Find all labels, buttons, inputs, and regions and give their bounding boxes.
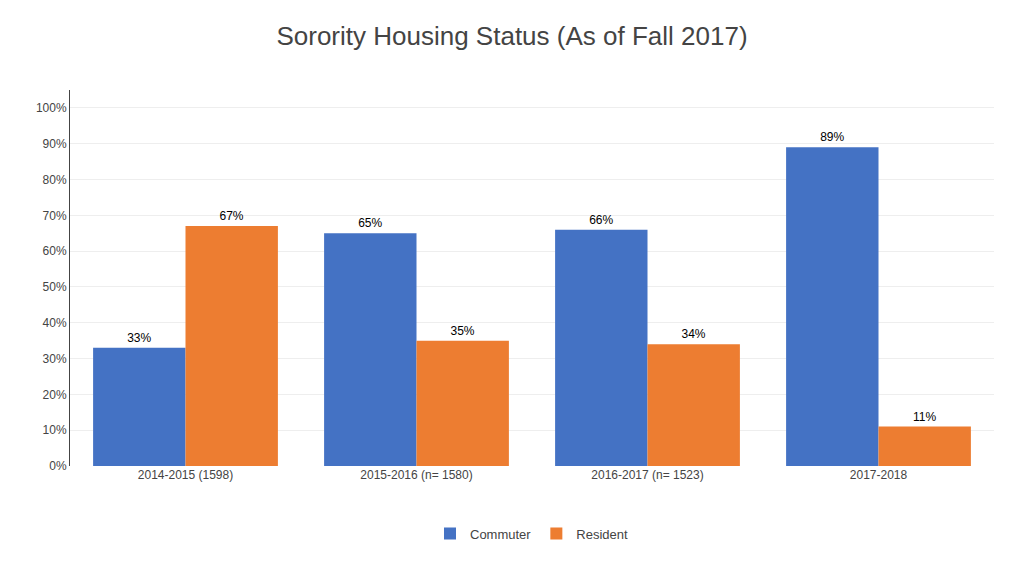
svg-text:50%: 50%: [43, 280, 67, 294]
svg-text:2014-2015 (1598): 2014-2015 (1598): [138, 468, 233, 482]
svg-text:34%: 34%: [682, 327, 706, 341]
svg-text:35%: 35%: [451, 324, 475, 338]
svg-text:2017-2018: 2017-2018: [850, 468, 908, 482]
svg-text:67%: 67%: [220, 209, 244, 223]
svg-text:2015-2016 (n= 1580): 2015-2016 (n= 1580): [360, 468, 472, 482]
svg-text:30%: 30%: [43, 352, 67, 366]
svg-text:66%: 66%: [589, 213, 613, 227]
svg-text:60%: 60%: [43, 244, 67, 258]
svg-text:33%: 33%: [127, 331, 151, 345]
svg-text:10%: 10%: [43, 423, 67, 437]
svg-text:100%: 100%: [36, 101, 67, 115]
svg-text:70%: 70%: [43, 209, 67, 223]
svg-text:90%: 90%: [43, 137, 67, 151]
svg-text:Commuter: Commuter: [470, 527, 531, 542]
svg-text:89%: 89%: [820, 130, 844, 144]
svg-text:0%: 0%: [49, 459, 67, 473]
svg-text:65%: 65%: [358, 216, 382, 230]
svg-text:20%: 20%: [43, 388, 67, 402]
svg-text:80%: 80%: [43, 173, 67, 187]
svg-text:Resident: Resident: [576, 527, 628, 542]
svg-text:40%: 40%: [43, 316, 67, 330]
svg-text:11%: 11%: [913, 410, 936, 424]
svg-text:Sorority Housing Status (As of: Sorority Housing Status (As of Fall 2017…: [276, 21, 747, 51]
svg-text:2016-2017 (n= 1523): 2016-2017 (n= 1523): [591, 468, 703, 482]
